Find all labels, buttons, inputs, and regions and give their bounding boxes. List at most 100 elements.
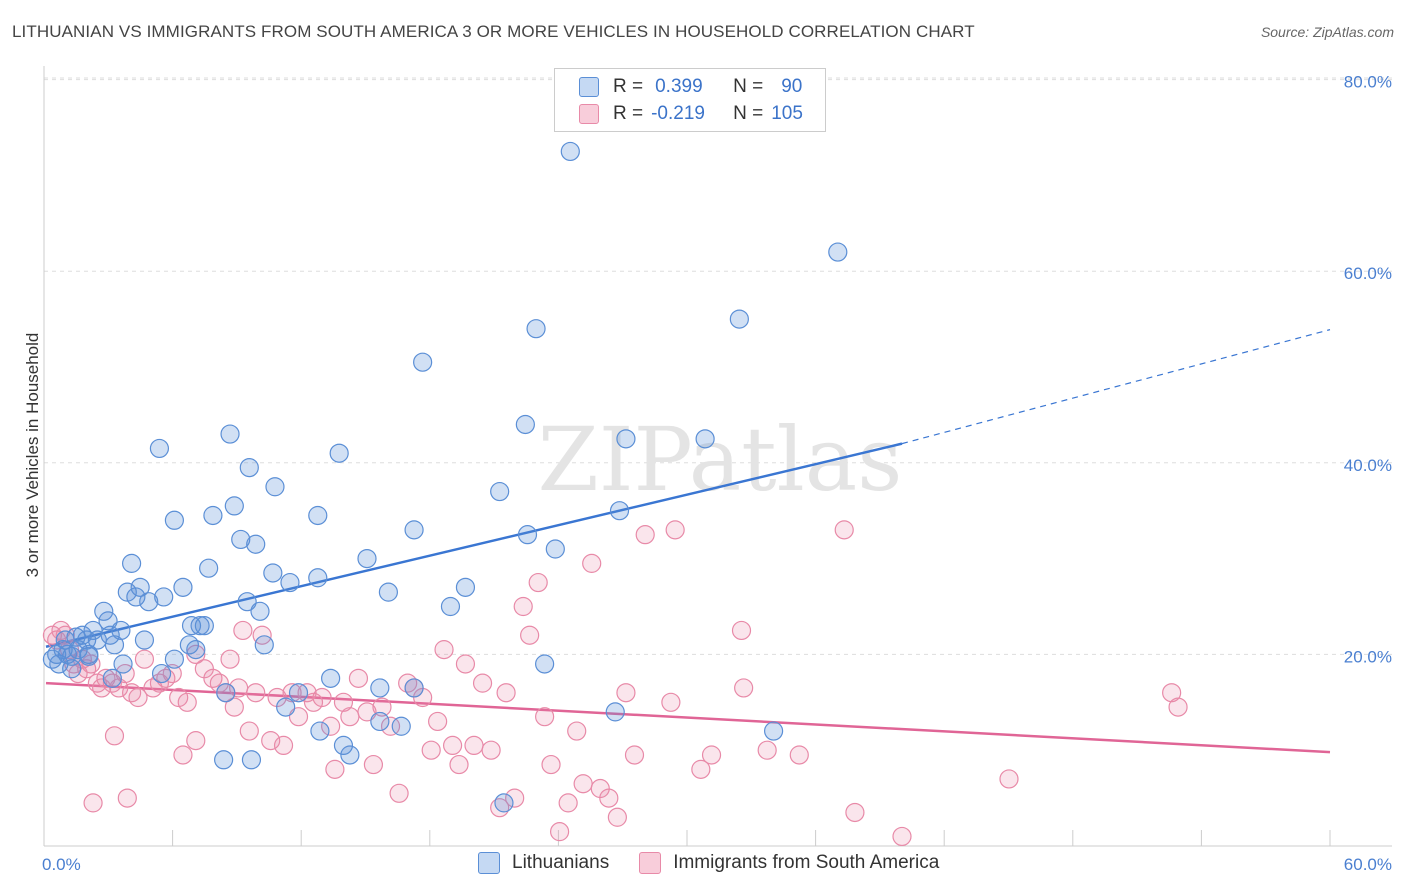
legend-n-value-2: 105 [771,103,803,124]
point-lithuanians [535,654,555,674]
point-lithuanians [214,750,234,770]
point-immigrants [481,740,501,760]
point-immigrants [449,754,469,775]
point-lithuanians [276,697,296,717]
point-immigrants [261,731,281,751]
axes [43,66,1392,847]
legend-item-lithuanians: Lithuanians [478,852,609,874]
point-immigrants [558,793,578,813]
y-axis-title: 3 or more Vehicles in Household [23,333,42,578]
point-lithuanians [194,616,214,636]
y-tick-label: 20.0% [1344,647,1392,666]
point-lithuanians [139,592,159,612]
point-immigrants [229,678,249,698]
point-lithuanians [102,668,122,688]
point-immigrants [892,826,912,847]
point-immigrants [513,596,533,617]
point-lithuanians [241,750,262,770]
trend-lines [45,329,1331,754]
point-immigrants [665,520,685,540]
point-immigrants [607,807,627,827]
legend-row-immigrants: R = -0.219 N = 105 [579,102,803,126]
point-lithuanians [605,702,625,722]
grid-lines [44,77,1392,655]
point-immigrants [734,678,754,698]
series-legend: Lithuanians Immigrants from South Americ… [478,852,969,874]
point-immigrants [1168,697,1188,717]
point-lithuanians [130,577,150,597]
point-immigrants [128,687,148,708]
point-immigrants [252,625,272,645]
point-lithuanians [340,745,360,765]
point-immigrants [731,620,752,641]
point-immigrants [635,525,655,545]
point-lithuanians [134,630,155,650]
point-lithuanians [231,529,251,550]
point-lithuanians [98,611,118,631]
chart-title: LITHUANIAN VS IMMIGRANTS FROM SOUTH AMER… [12,22,975,41]
point-lithuanians [560,141,580,162]
point-lithuanians [190,616,210,636]
point-immigrants [312,687,332,708]
point-lithuanians [122,553,142,573]
point-immigrants [616,683,636,703]
point-lithuanians [149,438,170,459]
point-immigrants [999,769,1019,789]
point-immigrants [288,707,309,727]
point-immigrants [428,711,448,732]
legend-row-lithuanians: R = 0.399 N = 90 [579,75,802,99]
point-lithuanians [440,596,461,617]
point-lithuanians [391,716,411,736]
point-lithuanians [333,735,354,756]
point-lithuanians [164,649,184,669]
point-immigrants [845,802,865,823]
point-lithuanians [609,501,630,521]
point-immigrants [421,740,441,760]
tick-labels: 20.0% 40.0% 60.0% 80.0% 0.0% 60.0% [42,73,1392,874]
point-lithuanians [310,721,330,741]
legend-swatch-pink [579,104,599,124]
point-lithuanians [280,572,300,593]
point-lithuanians [413,352,433,372]
point-immigrants [92,678,112,698]
point-immigrants [233,620,253,641]
point-lithuanians [104,635,125,655]
x-tick-label: 60.0% [1344,855,1392,874]
point-lithuanians [239,457,259,478]
point-lithuanians [404,520,424,540]
point-lithuanians [616,429,636,449]
point-lithuanians [126,587,146,607]
point-immigrants [789,745,809,765]
point-lithuanians [321,668,341,688]
point-lithuanians [246,534,266,554]
trend-line-lithuanians [45,442,903,648]
point-lithuanians [263,563,283,583]
point-immigrants [348,668,369,688]
point-lithuanians [828,242,848,262]
point-lithuanians [490,481,510,502]
point-immigrants [701,745,722,765]
legend-item-immigrants: Immigrants from South America [639,852,939,874]
point-lithuanians [370,678,390,698]
point-immigrants [224,697,244,717]
point-immigrants [246,683,266,703]
legend-r-value-2: -0.219 [651,103,705,124]
point-immigrants [321,716,341,736]
point-immigrants [83,793,103,813]
legend-swatch-blue [579,77,599,97]
point-lithuanians [199,558,219,578]
point-immigrants [434,640,454,660]
watermark: ZIPatlas [538,408,903,511]
point-immigrants [567,721,587,741]
point-immigrants [535,707,555,727]
trend-line-lithuanians-extension [901,329,1331,445]
point-lithuanians [154,587,174,607]
point-lithuanians [308,568,328,588]
point-immigrants [464,735,484,756]
point-immigrants [834,520,854,540]
point-immigrants [582,553,602,573]
legend-r-label-2: R = [613,103,644,124]
legend-n-label-1: N = [733,76,764,97]
point-immigrants [549,822,570,842]
